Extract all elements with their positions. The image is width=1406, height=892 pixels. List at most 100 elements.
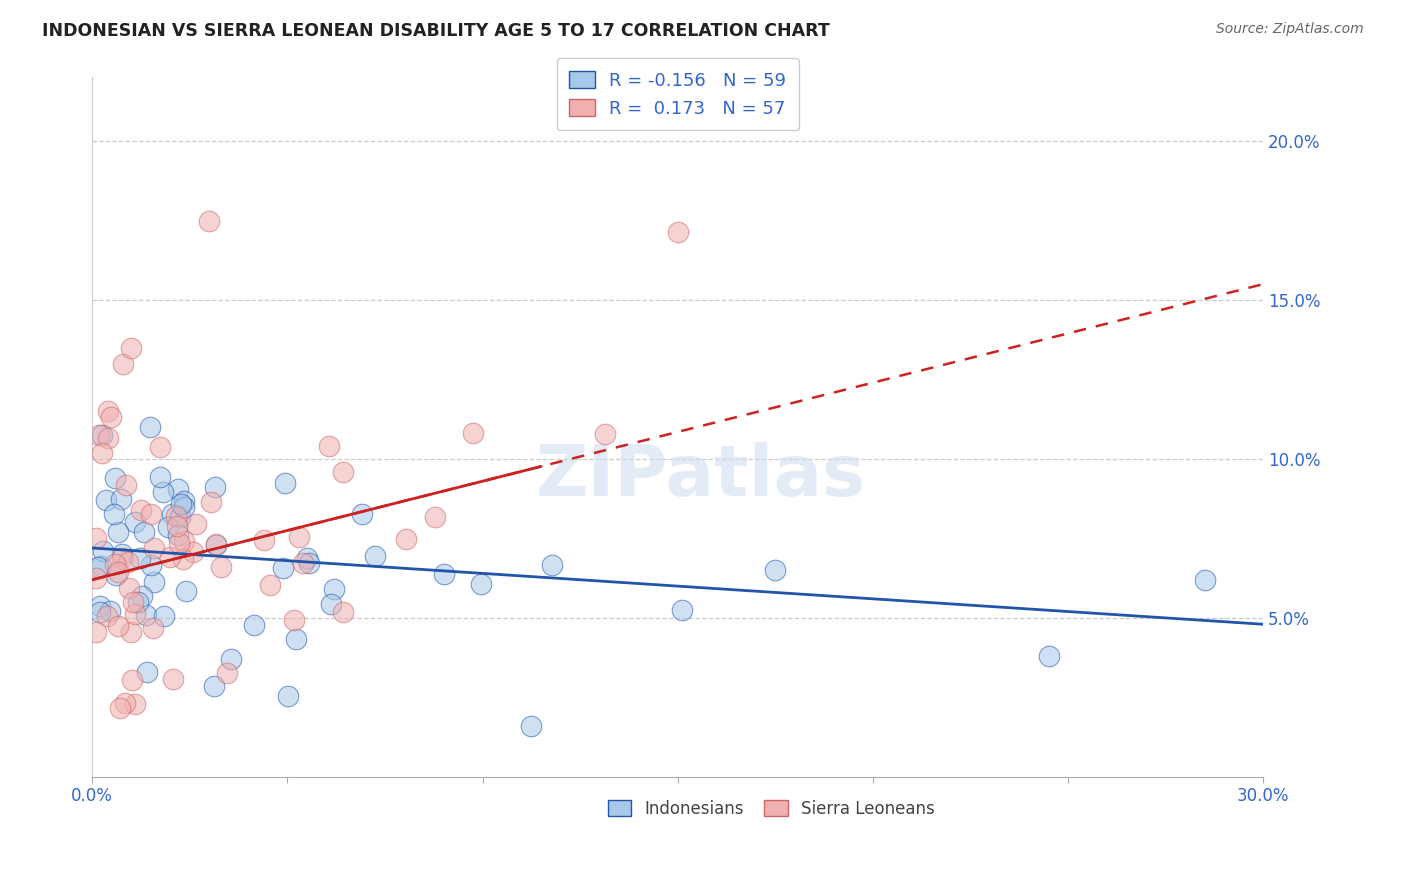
Point bbox=[166, 519, 188, 533]
Point bbox=[162, 672, 184, 686]
Point bbox=[169, 509, 191, 524]
Point bbox=[120, 625, 142, 640]
Point bbox=[107, 524, 129, 539]
Point bbox=[143, 541, 166, 555]
Point bbox=[84, 531, 107, 545]
Point bbox=[87, 428, 110, 442]
Point bbox=[463, 426, 485, 441]
Point bbox=[277, 689, 299, 703]
Point bbox=[89, 606, 111, 620]
Point bbox=[425, 509, 447, 524]
Point bbox=[117, 555, 139, 569]
Point bbox=[110, 491, 132, 506]
Point bbox=[139, 420, 162, 434]
Point bbox=[107, 619, 129, 633]
Point bbox=[395, 532, 418, 546]
Point bbox=[172, 552, 194, 566]
Point bbox=[98, 604, 121, 618]
Point bbox=[173, 494, 195, 508]
Point bbox=[141, 507, 163, 521]
Point bbox=[121, 673, 143, 687]
Point bbox=[132, 525, 155, 540]
Point bbox=[352, 507, 374, 521]
Point bbox=[91, 544, 114, 558]
Point bbox=[160, 507, 183, 521]
Point bbox=[114, 696, 136, 710]
Point bbox=[90, 558, 112, 573]
Point bbox=[100, 409, 122, 424]
Point bbox=[253, 533, 276, 547]
Point bbox=[159, 550, 181, 565]
Legend: Indonesians, Sierra Leoneans: Indonesians, Sierra Leoneans bbox=[602, 793, 942, 824]
Point bbox=[129, 503, 152, 517]
Point bbox=[271, 561, 294, 575]
Point bbox=[148, 440, 170, 454]
Point bbox=[124, 607, 146, 622]
Point bbox=[298, 556, 321, 570]
Point bbox=[470, 577, 492, 591]
Point bbox=[593, 427, 616, 442]
Text: ZIPatlas: ZIPatlas bbox=[536, 442, 866, 510]
Point bbox=[124, 515, 146, 529]
Text: Source: ZipAtlas.com: Source: ZipAtlas.com bbox=[1216, 22, 1364, 37]
Point bbox=[174, 583, 197, 598]
Point bbox=[364, 549, 387, 564]
Point bbox=[152, 485, 174, 500]
Point bbox=[219, 652, 242, 666]
Point bbox=[763, 563, 786, 577]
Point bbox=[118, 581, 141, 595]
Point bbox=[122, 595, 145, 609]
Point bbox=[135, 608, 157, 623]
Point bbox=[666, 225, 689, 239]
Point bbox=[124, 698, 146, 712]
Point bbox=[205, 537, 228, 551]
Point bbox=[97, 431, 120, 445]
Point bbox=[149, 470, 172, 484]
Point bbox=[1194, 573, 1216, 587]
Point bbox=[107, 566, 129, 580]
Point bbox=[152, 608, 174, 623]
Point bbox=[87, 560, 110, 574]
Point bbox=[139, 558, 162, 573]
Point bbox=[103, 507, 125, 521]
Point bbox=[167, 536, 190, 550]
Point bbox=[127, 595, 149, 609]
Point bbox=[433, 567, 456, 582]
Point bbox=[91, 446, 114, 460]
Point bbox=[97, 404, 120, 418]
Point bbox=[671, 603, 693, 617]
Point bbox=[204, 538, 226, 552]
Point bbox=[115, 478, 138, 492]
Point bbox=[285, 632, 308, 647]
Point bbox=[318, 439, 340, 453]
Point bbox=[198, 213, 221, 227]
Point bbox=[167, 482, 190, 496]
Point bbox=[84, 571, 107, 585]
Point bbox=[136, 665, 159, 679]
Point bbox=[128, 551, 150, 566]
Point bbox=[332, 606, 354, 620]
Point bbox=[89, 599, 111, 613]
Point bbox=[96, 493, 118, 508]
Point bbox=[274, 476, 297, 491]
Point bbox=[520, 719, 543, 733]
Point bbox=[120, 341, 142, 355]
Point bbox=[91, 427, 114, 442]
Point bbox=[259, 578, 281, 592]
Point bbox=[170, 497, 193, 511]
Point bbox=[108, 701, 131, 715]
Point bbox=[104, 471, 127, 485]
Point bbox=[332, 466, 354, 480]
Point bbox=[200, 495, 222, 509]
Point bbox=[323, 582, 346, 597]
Point bbox=[111, 548, 134, 562]
Point bbox=[96, 609, 118, 624]
Text: INDONESIAN VS SIERRA LEONEAN DISABILITY AGE 5 TO 17 CORRELATION CHART: INDONESIAN VS SIERRA LEONEAN DISABILITY … bbox=[42, 22, 830, 40]
Point bbox=[104, 557, 127, 571]
Point bbox=[291, 556, 314, 570]
Point bbox=[173, 500, 195, 515]
Point bbox=[157, 520, 180, 534]
Point bbox=[131, 590, 153, 604]
Point bbox=[142, 621, 165, 635]
Point bbox=[1038, 648, 1060, 663]
